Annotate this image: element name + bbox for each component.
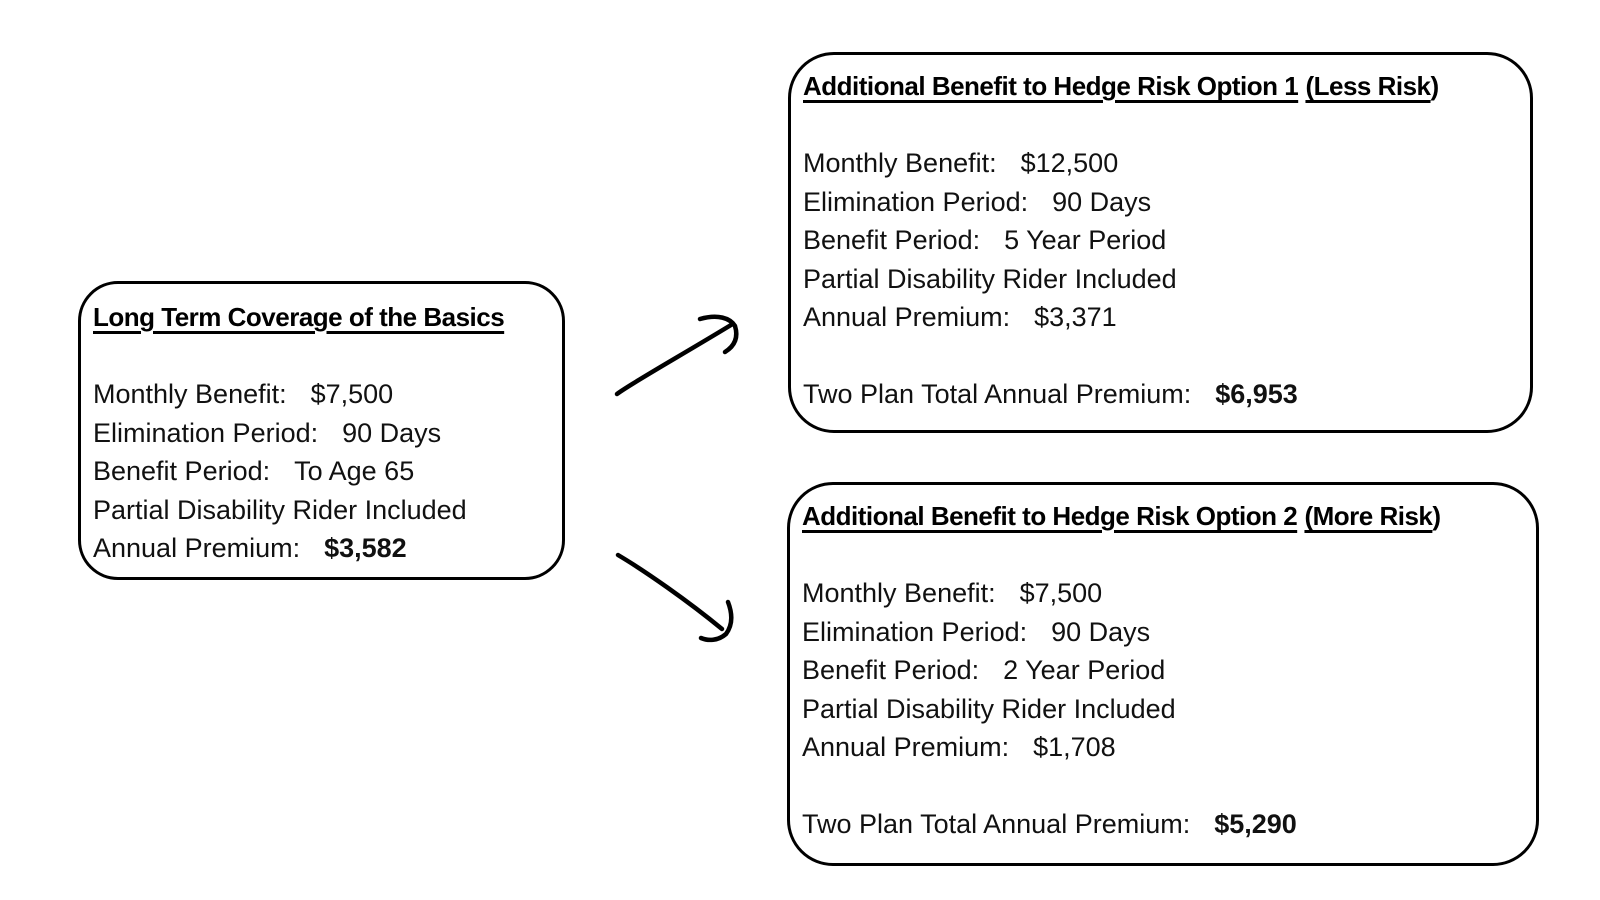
detail-value: $7,500 <box>1019 578 1103 608</box>
detail-value: To Age 65 <box>294 456 415 486</box>
detail-value: $3,582 <box>324 533 407 563</box>
detail-label: Monthly Benefit: <box>802 578 996 608</box>
detail-line-partial-disability: Partial Disability Rider Included <box>803 260 1524 299</box>
total-premium-label: Two Plan Total Annual Premium: <box>803 379 1192 409</box>
option2-plan-title: Additional Benefit to Hedge Risk Option … <box>802 497 1530 536</box>
option2-title-main: Additional Benefit to Hedge Risk Option … <box>802 501 1298 531</box>
spacer <box>93 337 552 376</box>
detail-label: Elimination Period: <box>803 186 1029 217</box>
arrow-up-right-icon <box>614 314 739 397</box>
detail-value: 5 Year Period <box>1004 225 1167 255</box>
base-plan-title: Long Term Coverage of the Basics <box>93 298 552 337</box>
detail-value: 90 Days <box>1051 616 1151 647</box>
detail-value: $3,371 <box>1034 302 1117 332</box>
detail-line-elimination-period: Elimination Period: 90 Days <box>93 414 552 453</box>
option2-title-close: ) <box>1432 501 1441 531</box>
total-premium-value: $5,290 <box>1214 809 1297 839</box>
detail-label: Benefit Period: <box>802 655 980 685</box>
detail-label: Benefit Period: <box>803 225 981 255</box>
detail-label: Partial Disability Rider Included <box>802 693 1176 724</box>
option1-title-main: Additional Benefit to Hedge Risk Option … <box>803 71 1299 101</box>
total-premium-value: $6,953 <box>1215 379 1298 409</box>
detail-label: Partial Disability Rider Included <box>93 494 467 525</box>
detail-line-elimination-period: Elimination Period: 90 Days <box>803 183 1524 222</box>
option1-plan-title: Additional Benefit to Hedge Risk Option … <box>803 67 1524 106</box>
detail-line-partial-disability: Partial Disability Rider Included <box>802 690 1530 729</box>
detail-line-benefit-period: Benefit Period: 2 Year Period <box>802 651 1530 690</box>
detail-value: 2 Year Period <box>1003 655 1166 685</box>
detail-value: $12,500 <box>1020 148 1119 178</box>
detail-label: Partial Disability Rider Included <box>803 263 1177 294</box>
detail-label: Monthly Benefit: <box>93 379 287 409</box>
spacer <box>802 767 1530 806</box>
detail-value: 90 Days <box>1052 186 1152 217</box>
detail-label: Benefit Period: <box>93 456 271 486</box>
option1-title-paren: (Less Risk <box>1305 71 1431 101</box>
spacer <box>802 536 1530 575</box>
detail-label: Annual Premium: <box>803 302 1011 332</box>
detail-line-elimination-period: Elimination Period: 90 Days <box>802 613 1530 652</box>
option2-title-paren: (More Risk <box>1304 501 1433 531</box>
option1-title-close: ) <box>1430 71 1440 101</box>
detail-value: 90 Days <box>342 417 442 448</box>
detail-line-annual-premium: Annual Premium: $3,582 <box>93 529 552 568</box>
detail-line-annual-premium: Annual Premium: $1,708 <box>802 728 1530 767</box>
detail-label: Elimination Period: <box>802 616 1028 647</box>
option2-plan-card: Additional Benefit to Hedge Risk Option … <box>787 482 1539 866</box>
detail-value: $7,500 <box>310 379 394 409</box>
detail-line-benefit-period: Benefit Period: 5 Year Period <box>803 221 1524 260</box>
detail-line-annual-premium: Annual Premium: $3,371 <box>803 298 1524 337</box>
detail-line-monthly-benefit: Monthly Benefit: $12,500 <box>803 144 1524 183</box>
detail-label: Annual Premium: <box>802 732 1010 762</box>
base-plan-card: Long Term Coverage of the Basics Monthly… <box>78 281 565 580</box>
detail-label: Monthly Benefit: <box>803 148 997 178</box>
detail-value: $1,708 <box>1033 732 1116 762</box>
spacer <box>803 337 1524 376</box>
detail-label: Annual Premium: <box>93 533 301 563</box>
total-premium-label: Two Plan Total Annual Premium: <box>802 809 1191 839</box>
detail-label: Elimination Period: <box>93 417 319 448</box>
arrow-down-right-icon <box>615 552 734 643</box>
spacer <box>803 106 1524 145</box>
option1-plan-card: Additional Benefit to Hedge Risk Option … <box>788 52 1533 433</box>
detail-line-partial-disability: Partial Disability Rider Included <box>93 491 552 530</box>
total-premium-line: Two Plan Total Annual Premium: $5,290 <box>802 805 1530 844</box>
detail-line-benefit-period: Benefit Period: To Age 65 <box>93 452 552 491</box>
detail-line-monthly-benefit: Monthly Benefit: $7,500 <box>93 375 552 414</box>
detail-line-monthly-benefit: Monthly Benefit: $7,500 <box>802 574 1530 613</box>
total-premium-line: Two Plan Total Annual Premium: $6,953 <box>803 375 1524 414</box>
base-plan-title-text: Long Term Coverage of the Basics <box>93 302 505 332</box>
